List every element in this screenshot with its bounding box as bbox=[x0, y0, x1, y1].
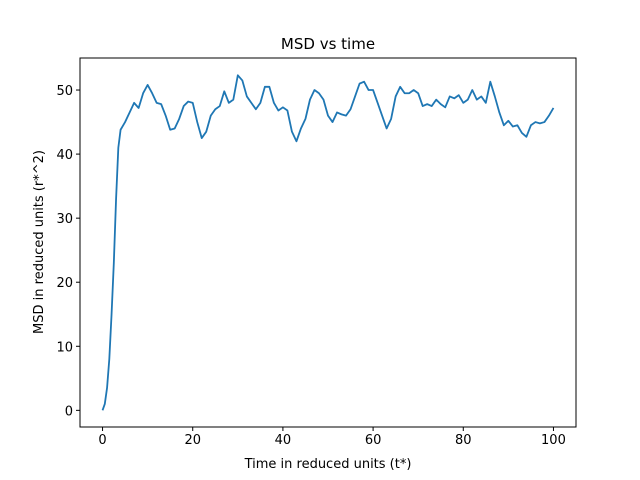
y-tick-label: 20 bbox=[56, 276, 73, 291]
x-tick-label: 0 bbox=[98, 433, 106, 448]
x-tick-label: 20 bbox=[184, 433, 201, 448]
y-tick-label: 10 bbox=[56, 340, 73, 355]
chart-title: MSD vs time bbox=[281, 35, 375, 53]
y-axis-label: MSD in reduced units (r*^2) bbox=[32, 150, 47, 334]
y-tick-label: 0 bbox=[65, 404, 73, 419]
plot-frame bbox=[79, 57, 577, 428]
x-tick-label: 40 bbox=[275, 433, 292, 448]
y-tick-label: 40 bbox=[56, 148, 73, 163]
x-tick-label: 60 bbox=[365, 433, 382, 448]
y-tick-label: 30 bbox=[56, 212, 73, 227]
x-tick-label: 100 bbox=[541, 433, 566, 448]
line bbox=[101, 74, 555, 411]
x-axis-label: Time in reduced units (t*) bbox=[244, 457, 412, 472]
x-tick-label: 80 bbox=[455, 433, 472, 448]
y-tick-label: 50 bbox=[56, 84, 73, 99]
